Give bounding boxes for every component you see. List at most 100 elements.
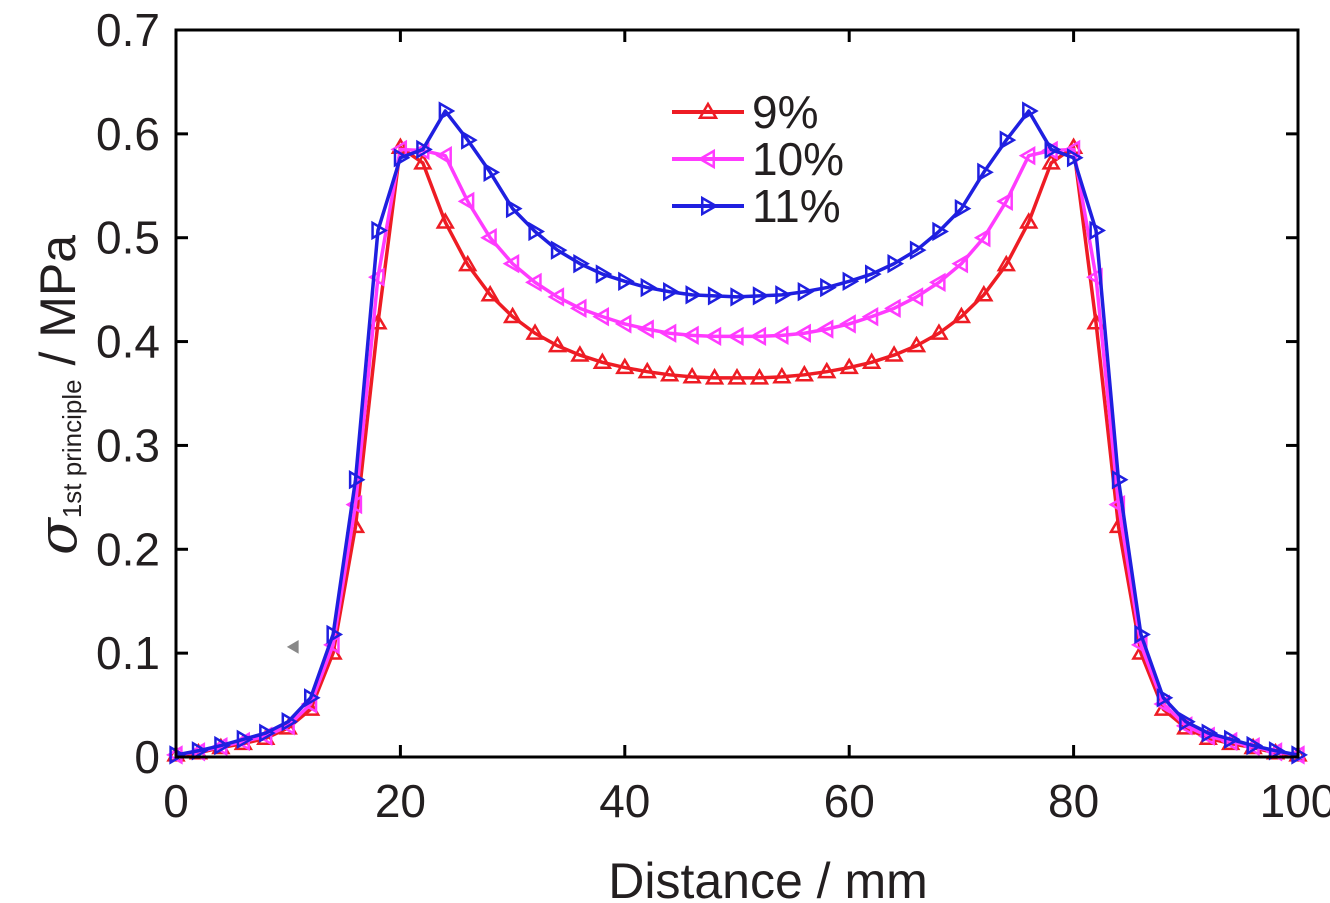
data-point <box>1224 729 1241 750</box>
data-point <box>550 240 568 260</box>
data-point <box>727 367 747 385</box>
data-point <box>794 323 811 343</box>
data-point <box>573 254 590 274</box>
y-tick-label: 0.5 <box>96 212 160 264</box>
data-point <box>502 306 523 324</box>
data-point <box>839 357 859 375</box>
data-point <box>730 287 747 307</box>
y-tick-label: 0.1 <box>96 627 160 679</box>
data-point <box>861 352 882 369</box>
y-tick-label: 0 <box>134 731 160 783</box>
y-axis-unit: / MPa <box>30 235 86 380</box>
axis-ticks <box>174 28 1300 759</box>
data-point <box>480 228 497 248</box>
x-tick-label: 20 <box>375 775 426 827</box>
data-point <box>1108 494 1126 515</box>
data-point <box>259 723 276 743</box>
data-point <box>348 470 366 490</box>
y-tick-label: 0.2 <box>96 523 160 575</box>
y-tick-label: 0.6 <box>96 108 160 160</box>
data-point <box>660 364 680 382</box>
data-point <box>906 287 924 307</box>
data-point <box>663 282 680 302</box>
data-point <box>345 494 363 515</box>
data-point <box>525 272 542 293</box>
data-point <box>618 271 635 292</box>
legend-item: 11% <box>672 180 841 232</box>
data-point <box>884 298 901 319</box>
data-point <box>435 145 452 166</box>
data-point <box>371 220 388 241</box>
data-point <box>615 357 635 375</box>
data-point <box>772 366 792 384</box>
data-point <box>707 286 725 306</box>
data-point <box>974 284 994 302</box>
data-point <box>816 319 834 339</box>
data-point <box>996 254 1016 272</box>
legend-item: 10% <box>672 133 844 185</box>
data-point <box>794 364 814 382</box>
data-point <box>973 228 991 248</box>
data-point <box>416 139 433 160</box>
data-point <box>570 345 590 362</box>
data-point <box>771 325 789 346</box>
data-point <box>592 352 613 369</box>
data-point <box>595 264 613 284</box>
data-point <box>236 729 254 750</box>
data-point <box>525 323 545 340</box>
data-point <box>592 306 610 327</box>
x-tick-label: 0 <box>163 775 189 827</box>
data-point <box>326 624 344 645</box>
data-point <box>1022 101 1039 121</box>
data-point <box>1018 145 1036 166</box>
data-point <box>749 367 770 385</box>
data-point <box>435 212 455 229</box>
legend-swatch-marker <box>697 101 719 120</box>
data-point <box>864 264 882 284</box>
data-point <box>569 298 587 319</box>
data-point <box>458 254 478 272</box>
data-point <box>1111 470 1129 490</box>
data-point <box>928 272 946 293</box>
data-point <box>483 162 501 182</box>
stray-marker <box>286 640 299 654</box>
legend: 9%10%11% <box>672 86 844 232</box>
data-point <box>640 277 658 298</box>
series-2 <box>166 139 1305 765</box>
data-point <box>951 254 969 274</box>
legend-label: 10% <box>752 133 844 185</box>
legend-swatch-marker <box>700 195 719 217</box>
data-point <box>1066 148 1084 168</box>
data-point <box>413 152 433 170</box>
data-point <box>884 345 904 362</box>
data-point <box>303 688 321 708</box>
data-point <box>1156 688 1174 708</box>
data-point <box>682 325 699 346</box>
data-point <box>1134 624 1151 645</box>
data-point <box>461 130 478 150</box>
legend-swatch-marker <box>697 148 716 170</box>
data-point <box>1268 741 1286 761</box>
data-point <box>637 319 654 339</box>
y-tick-label: 0.4 <box>96 316 160 368</box>
data-point <box>685 285 703 305</box>
data-point <box>749 326 767 347</box>
data-point <box>1041 152 1061 170</box>
data-point <box>752 286 770 306</box>
x-axis-title: Distance / mm <box>608 853 928 903</box>
data-point <box>438 101 456 121</box>
data-point <box>502 254 520 274</box>
series-line <box>175 109 1299 757</box>
y-tick-labels: 0 0.1 0.2 0.3 0.4 0.5 0.6 0.7 <box>96 4 160 783</box>
data-point <box>797 282 815 302</box>
y-tick-label: 0.3 <box>96 419 160 471</box>
data-point <box>929 323 949 340</box>
data-point <box>1246 735 1264 756</box>
data-point <box>817 361 837 379</box>
data-point <box>614 314 632 334</box>
data-point <box>1019 212 1039 229</box>
data-point <box>727 326 744 347</box>
y-axis-subscript: 1st principle <box>57 379 87 518</box>
data-point <box>547 287 565 307</box>
